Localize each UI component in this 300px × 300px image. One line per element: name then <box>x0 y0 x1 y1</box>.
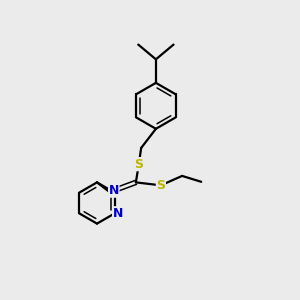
Text: S: S <box>156 179 165 192</box>
Text: N: N <box>112 207 123 220</box>
Text: S: S <box>134 158 143 171</box>
Text: N: N <box>109 184 119 197</box>
